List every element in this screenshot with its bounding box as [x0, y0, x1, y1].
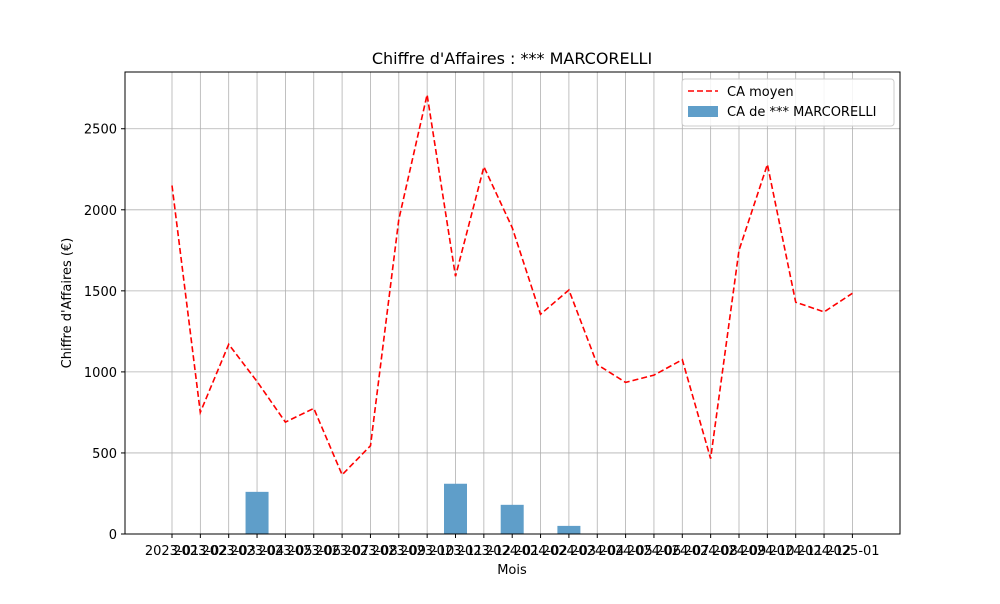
x-tick-label: 2023-11 [428, 544, 482, 559]
x-tick-label: 2023-01 [145, 544, 199, 559]
y-tick-label: 2500 [84, 123, 117, 138]
x-tick-label: 2023-06 [287, 544, 341, 559]
bar [245, 491, 269, 534]
bar [500, 504, 524, 534]
x-tick-label: 2023-10 [400, 544, 454, 559]
y-tick-label: 1500 [84, 285, 117, 300]
grid [125, 72, 900, 535]
x-tick-label: 2023-02 [173, 544, 227, 559]
y-axis-label: Chiffre d'Affaires (€) [60, 238, 75, 369]
x-axis-ticks: 2023-012023-022023-032023-042023-052023-… [145, 534, 880, 559]
y-axis-ticks: 0 500 1000 1500 2000 2500 [84, 123, 125, 543]
x-tick-label: 2024-05 [598, 544, 652, 559]
x-tick-label: 2024-08 [683, 544, 737, 559]
chart-title: Chiffre d'Affaires : *** MARCORELLI [372, 49, 652, 68]
line-series [171, 94, 853, 477]
x-tick-label: 2023-09 [372, 544, 426, 559]
x-tick-label: 2024-04 [570, 544, 624, 559]
x-tick-label: 2025-01 [825, 544, 879, 559]
x-tick-label: 2023-07 [315, 544, 369, 559]
x-tick-label: 2024-07 [655, 544, 709, 559]
y-tick-label: 0 [109, 528, 117, 543]
x-tick-label: 2024-11 [769, 544, 823, 559]
legend-bar-swatch [688, 106, 718, 117]
x-tick-label: 2024-02 [513, 544, 567, 559]
line-ca-moyen [171, 94, 853, 477]
x-tick-label: 2023-03 [202, 544, 256, 559]
legend-label-ca-marcorelli: CA de *** MARCORELLI [727, 105, 877, 120]
bar [444, 483, 467, 534]
y-tick-label: 2000 [84, 204, 117, 219]
bar [557, 525, 581, 534]
x-tick-label: 2023-05 [258, 544, 312, 559]
x-tick-label: 2023-08 [343, 544, 397, 559]
x-tick-label: 2024-01 [485, 544, 539, 559]
x-tick-label: 2024-03 [542, 544, 596, 559]
x-tick-label: 2024-12 [797, 544, 851, 559]
legend-frame [681, 78, 895, 127]
x-tick-label: 2024-09 [712, 544, 766, 559]
x-tick-label: 2024-06 [627, 544, 681, 559]
legend: CA moyen CA de *** MARCORELLI [681, 78, 895, 127]
x-tick-label: 2023-12 [457, 544, 511, 559]
legend-label-ca-moyen: CA moyen [727, 85, 794, 100]
bar-series [245, 483, 581, 534]
y-tick-label: 500 [92, 447, 117, 462]
y-tick-label: 1000 [84, 366, 117, 381]
x-tick-label: 2023-04 [230, 544, 284, 559]
x-axis-label: Mois [497, 563, 527, 578]
x-tick-label: 2024-10 [740, 544, 794, 559]
